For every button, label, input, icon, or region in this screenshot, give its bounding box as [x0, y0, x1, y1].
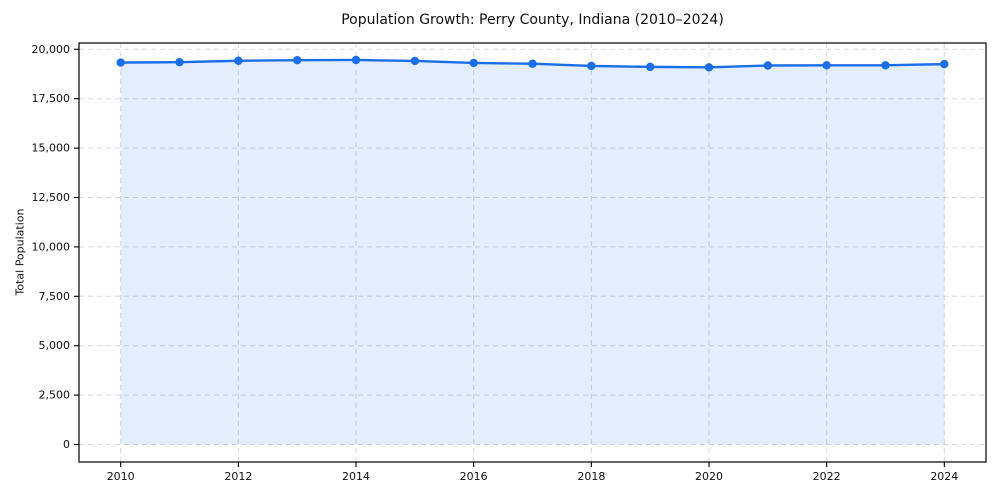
data-point	[528, 59, 537, 68]
x-tick-label: 2022	[813, 470, 841, 483]
x-tick-label: 2012	[224, 470, 252, 483]
x-tick-label: 2020	[695, 470, 723, 483]
area-fill	[120, 59, 945, 445]
data-point	[881, 61, 890, 70]
chart-title: Population Growth: Perry County, Indiana…	[341, 12, 724, 28]
data-point	[587, 61, 596, 71]
data-point	[234, 56, 243, 65]
data-point	[940, 59, 949, 69]
y-tick-label: 2,500	[39, 389, 71, 402]
y-tick-label: 17,500	[32, 92, 71, 105]
data-point	[292, 55, 302, 65]
data-point	[116, 58, 125, 67]
x-tick-label: 2016	[460, 470, 488, 483]
data-point	[704, 63, 714, 72]
y-tick-label: 20,000	[32, 43, 71, 56]
data-point	[410, 56, 420, 66]
y-tick-label: 0	[63, 438, 70, 451]
data-point	[645, 62, 655, 72]
data-point	[175, 57, 184, 67]
data-point	[351, 55, 361, 65]
plot-border	[78, 42, 987, 463]
data-point	[469, 58, 478, 68]
x-tick-label: 2018	[577, 470, 605, 483]
y-tick-label: 7,500	[39, 290, 71, 303]
y-tick-label: 10,000	[32, 240, 71, 253]
data-point	[763, 61, 773, 70]
y-tick-label: 12,500	[32, 191, 71, 204]
x-tick-label: 2024	[930, 470, 958, 483]
x-tick-label: 2010	[107, 470, 135, 483]
data-point	[822, 61, 831, 70]
y-tick-label: 5,000	[39, 339, 71, 352]
y-tick-label: 15,000	[32, 142, 71, 155]
x-tick-label: 2014	[342, 470, 370, 483]
